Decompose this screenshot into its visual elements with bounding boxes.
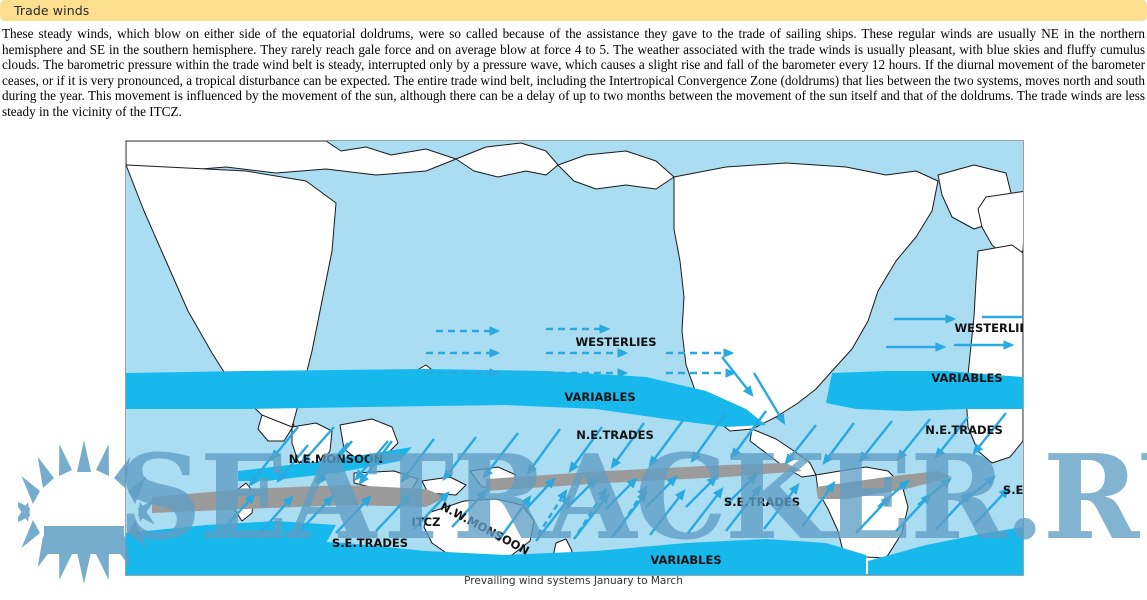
figure-caption: Prevailing wind systems January to March — [464, 575, 683, 587]
world-wind-map: WESTERLIES WESTERLIES VARIABLES VARIABLE… — [125, 140, 1024, 576]
page-title-bar: Trade winds — [0, 0, 1147, 21]
map-label-se-trades-atlantic: S.E.TRADES — [1003, 483, 1023, 497]
map-label-ne-monsoon: N.E.MONSOON — [289, 452, 384, 466]
map-label-ne-trades-pacific: N.E.TRADES — [576, 428, 654, 442]
map-label-se-trades-indian: S.E.TRADES — [332, 536, 408, 550]
article-body: These steady winds, which blow on either… — [2, 26, 1145, 119]
map-label-variables-npacific: VARIABLES — [564, 390, 635, 404]
map-label-se-trades-pacific: S.E.TRADES — [724, 495, 800, 509]
figure-container: WESTERLIES WESTERLIES VARIABLES VARIABLE… — [0, 118, 1147, 600]
page-title: Trade winds — [14, 3, 90, 18]
map-label-variables-south: VARIABLES — [650, 553, 721, 567]
map-label-variables-natlantic: VARIABLES — [931, 371, 1002, 385]
map-graphic: WESTERLIES WESTERLIES VARIABLES VARIABLE… — [126, 141, 1023, 575]
map-label-westerlies-atlantic: WESTERLIES — [954, 321, 1023, 335]
map-label-westerlies-pacific: WESTERLIES — [575, 335, 656, 349]
map-label-itcz: ITCZ — [412, 515, 441, 529]
map-label-ne-trades-atlantic: N.E.TRADES — [925, 423, 1003, 437]
